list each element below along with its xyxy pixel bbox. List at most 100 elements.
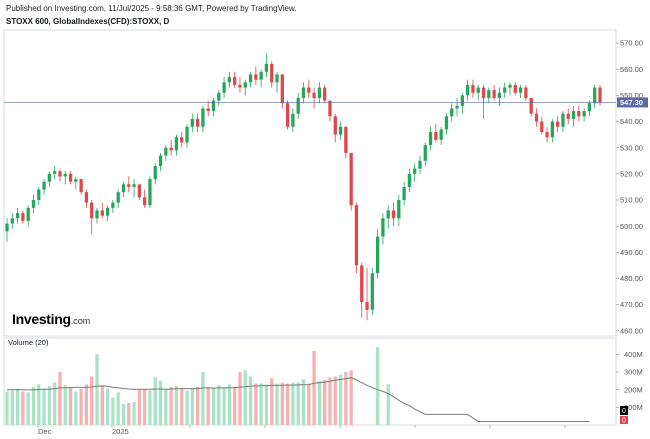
- candle: [593, 84, 597, 109]
- candle: [95, 207, 99, 224]
- candle-body: [95, 210, 99, 219]
- candle: [190, 113, 194, 132]
- price-pane-border: [3, 29, 617, 337]
- candle: [428, 126, 433, 151]
- volume-bar: [275, 383, 279, 425]
- candle: [312, 87, 316, 109]
- candle: [111, 200, 115, 214]
- volume-bar: [227, 384, 232, 425]
- candle-body: [439, 129, 443, 140]
- candle-body: [164, 147, 168, 156]
- candle-body: [391, 210, 396, 219]
- candle: [5, 218, 9, 242]
- volume-current-label-2: 0: [622, 418, 626, 425]
- candle: [571, 105, 576, 127]
- candle: [84, 189, 89, 208]
- volume-bar: [158, 380, 163, 425]
- candle: [127, 176, 131, 193]
- candle-body: [37, 189, 41, 200]
- volume-current-bg-2: [620, 416, 628, 424]
- candle: [365, 268, 369, 321]
- volume-bar: [333, 376, 337, 425]
- candle: [148, 176, 152, 208]
- volume-bar: [312, 350, 316, 425]
- candle-body: [529, 98, 533, 114]
- candle: [540, 116, 544, 135]
- candle-body: [201, 108, 205, 127]
- candle-body: [31, 200, 36, 208]
- candle: [455, 98, 459, 117]
- candle: [481, 84, 486, 119]
- candle-body: [556, 121, 560, 127]
- volume-tick-label: 200M: [624, 385, 643, 394]
- volume-bar: [37, 384, 41, 425]
- volume-bar: [280, 382, 284, 425]
- volume-tick-label: 400M: [624, 350, 643, 359]
- candle-body: [100, 210, 104, 216]
- logo-domain: .com: [70, 316, 91, 326]
- volume-bar: [338, 374, 343, 425]
- candle: [42, 179, 46, 195]
- candle-body: [227, 77, 232, 83]
- price-tick-label: 520.00: [620, 169, 643, 178]
- volume-current-label: 0: [622, 408, 626, 415]
- volume-bar: [84, 384, 89, 425]
- candle-body: [127, 184, 131, 187]
- volume-current-bg: [620, 406, 628, 415]
- volume-bar: [132, 402, 136, 425]
- candle: [349, 152, 353, 211]
- candle-body: [487, 90, 491, 98]
- candle-body: [402, 186, 406, 200]
- candle: [10, 213, 14, 229]
- candle: [15, 207, 20, 224]
- candle-body: [513, 84, 517, 93]
- candle-body: [233, 77, 237, 85]
- candle: [254, 66, 258, 85]
- candle-body: [248, 74, 253, 83]
- candle-body: [550, 121, 554, 138]
- symbol-title: STOXX 600, GlobalIndexes(CFD):STOXX, D: [6, 17, 170, 26]
- candle: [270, 61, 274, 88]
- volume-bar: [10, 390, 14, 425]
- candle: [233, 71, 237, 88]
- candle-body: [317, 87, 322, 98]
- price-tick-label: 470.00: [620, 300, 643, 309]
- candle: [238, 77, 242, 93]
- candle-body: [455, 105, 459, 109]
- volume-bar: [349, 370, 353, 425]
- candle-body: [270, 64, 274, 83]
- volume-bar: [63, 385, 67, 425]
- candle-body: [333, 116, 337, 135]
- candle: [222, 77, 226, 98]
- last-price-label: 547.30: [620, 98, 643, 107]
- candle-body: [42, 181, 46, 190]
- volume-bar: [259, 383, 263, 425]
- candle-body: [598, 87, 602, 103]
- volume-bar: [254, 383, 258, 425]
- candle: [68, 171, 73, 185]
- volume-bar: [174, 386, 179, 425]
- volume-bar: [344, 372, 348, 425]
- candle-body: [222, 82, 226, 93]
- candle-body: [21, 213, 25, 221]
- candle: [259, 69, 263, 88]
- volume-bar: [127, 402, 131, 425]
- candle: [587, 100, 592, 117]
- candle-body: [593, 87, 597, 104]
- volume-bar: [95, 354, 99, 425]
- candle-body: [460, 95, 464, 106]
- candle: [391, 202, 396, 227]
- candle: [465, 79, 470, 101]
- candle-body: [582, 111, 586, 117]
- candle: [169, 139, 173, 156]
- price-tick-label: 560.00: [620, 65, 643, 74]
- volume-bar: [15, 389, 20, 425]
- price-tick-label: 570.00: [620, 39, 643, 48]
- candle: [561, 111, 565, 132]
- candle: [100, 202, 104, 219]
- candle-body: [481, 87, 486, 98]
- price-tick-label: 550.00: [620, 91, 643, 100]
- logo-brand: Investing: [12, 311, 71, 327]
- volume-bar: [217, 385, 221, 425]
